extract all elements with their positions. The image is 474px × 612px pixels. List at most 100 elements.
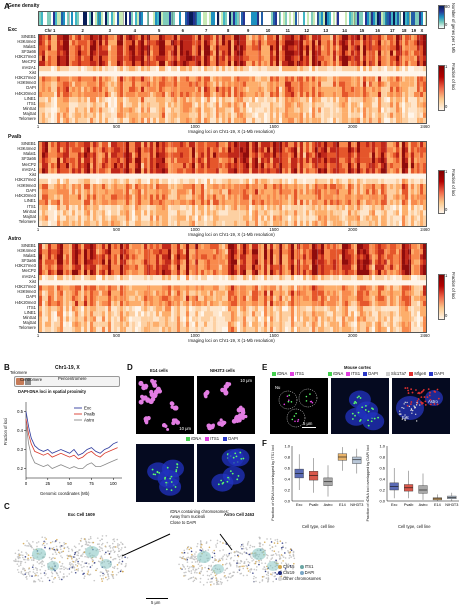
heatmap-x-tick: 1000 [190, 124, 200, 129]
e-legend-1: rDNA ITS1 [272, 372, 304, 376]
d-legend-rdna: rDNA [191, 436, 202, 442]
heatmap-x-tick: 500 [113, 333, 121, 338]
gene-density-cbar-title: Number of genes per 1 Mb [451, 3, 456, 53]
line-chart-xlabel: Genomic coordinates (Mb) [40, 491, 90, 496]
line-x-tick: 50 [67, 481, 72, 486]
heatmap-row-label: H3K9me3 [17, 182, 36, 188]
chromosome-label: 5 [157, 28, 161, 33]
colorbar-title: Fraction of loci [451, 63, 456, 91]
heatmap-row-label: Malat1 [23, 43, 36, 49]
chromosome-label: 3 [108, 28, 111, 33]
colorbar-tick: 0 [445, 312, 448, 318]
centromere-marker [25, 378, 31, 385]
nih3t3-rdna-image: 10 μm [197, 376, 255, 434]
chromosome-label: 11 [285, 28, 291, 33]
scale-bar-e-label: 5 μm [303, 420, 313, 426]
line-y-tick: 0.4 [17, 428, 23, 433]
scale-bar-c [146, 598, 168, 600]
heatmap-row-label: SF3a66 [21, 49, 36, 55]
heatmap-x-tick: 2000 [347, 333, 358, 338]
cell-3d-renders [13, 533, 296, 586]
heatmap [38, 243, 427, 333]
d-its1-swatch [205, 437, 210, 441]
d-legend-its1: ITS1 [210, 436, 220, 442]
chromosome-label: 6 [181, 28, 184, 33]
annotation-line-1: rDNA containing chromosomes: [170, 509, 229, 514]
telomere-marker [16, 378, 24, 385]
heatmap-row-label: DAPI [26, 294, 36, 300]
heatmap-x-tick: 1500 [269, 333, 279, 338]
box-y-tick: 0.2 [379, 487, 385, 492]
legend-label: Exc [84, 406, 92, 411]
gene-density-cbar-min: 0 [445, 22, 448, 27]
heatmap-row-label: ITS1 [27, 203, 36, 209]
heatmap-row-label: Telomere [18, 116, 36, 122]
e14-dapi-image [136, 444, 194, 502]
chr15-swatch [278, 564, 282, 569]
mouse-cortex-title: Mouse cortex [344, 365, 371, 370]
box [418, 485, 428, 494]
legend-label: Pvalb [84, 412, 96, 417]
gene-density-strip [38, 11, 427, 26]
f-right-xlabel: Cell type, cell line [398, 524, 431, 529]
heatmap-x-tick: 1500 [269, 227, 279, 232]
heatmap-x-tick: 2460 [420, 227, 430, 232]
chromosome-label: 9 [246, 28, 250, 33]
heatmap-x-tick: 2460 [420, 333, 430, 338]
heatmap-x-tick: 1 [36, 227, 40, 232]
cortex-rdna-its1-image: Nu 5 μm [270, 378, 328, 434]
panel-c-annotation: rDNA containing chromosomes: Away from n… [170, 509, 229, 525]
heatmap-x-tick: 2460 [420, 124, 430, 129]
chromosome-label: 4 [133, 28, 136, 33]
box-category: E14 [339, 503, 346, 507]
box-category: E14 [434, 503, 441, 507]
colorbar-title: Fraction of loci [451, 168, 456, 196]
heatmap-x-tick: 500 [113, 124, 121, 129]
heatmap-row-label: SINEB1 [21, 140, 36, 146]
chromosome-label: 12 [304, 28, 310, 33]
box-category: Pvalb [404, 503, 414, 507]
legend-chr15: Chr15 [283, 564, 295, 569]
chromosome-label: 2 [81, 28, 84, 33]
heatmap-x-label: Imaging loci on Chr1-19, X (1-Mb resolut… [188, 232, 275, 237]
e-legend2-its1: ITS1 [351, 371, 361, 377]
heatmap-row-label: H3K27me2 [15, 284, 36, 289]
heatmap-row-label: DAPI [26, 187, 36, 193]
series-line-pvalb [25, 419, 118, 460]
annotation-line-3: Close to DAPI [170, 519, 197, 525]
heatmap [38, 34, 427, 124]
fraction-colorbar [438, 64, 445, 111]
d-legend-dapi: DAPI [228, 436, 238, 442]
e-legend-2: rDNA ITS1 DAPI [328, 372, 378, 376]
heatmap-row-label: Xist [29, 172, 36, 178]
cortex-dapi-image [331, 378, 389, 434]
box-y-tick: 0.8 [284, 454, 290, 459]
legend-other-chromosomes: Other chromosomes [283, 575, 321, 581]
heatmap-row-label: DAPI [26, 85, 36, 91]
panel-c-legend: Chr15 ITS1 Chr19 DAPI Other chromosomes [278, 564, 321, 582]
chromosome-label: 19 [411, 28, 417, 33]
legend-chr19: Chr19 [283, 569, 295, 575]
heatmap-row-label: LINE1 [24, 309, 36, 315]
heatmap-row-label: mH2A1 [22, 166, 36, 172]
heatmap-row-label: SINEB1 [21, 242, 36, 248]
heatmap-x-tick: 2000 [347, 124, 358, 129]
heatmap-x-tick: 1000 [190, 333, 200, 338]
heatmap-row-label: ITS1 [27, 304, 36, 310]
line-chart-ylabel: Fraction of loci [3, 418, 8, 446]
gene-density-title: Gene density [8, 3, 40, 9]
box-y-tick: 0.4 [284, 476, 290, 481]
gene-density-colorbar [438, 5, 445, 29]
box-category: Astro [324, 503, 333, 507]
chromosome-label: 18 [401, 28, 407, 33]
box-category: NIH3T3 [445, 503, 458, 507]
box [352, 456, 362, 464]
astro-cell-label: Astro [428, 399, 438, 404]
box-y-tick: 0.6 [379, 465, 385, 470]
heatmap-row-label: MinSat [22, 208, 36, 214]
cortex-celltype-image: Exc Astro [392, 378, 450, 434]
panel-f-label: F [262, 439, 267, 448]
heatmap-row-label: LINE1 [24, 95, 36, 101]
line-y-tick: 0.2 [17, 466, 23, 471]
